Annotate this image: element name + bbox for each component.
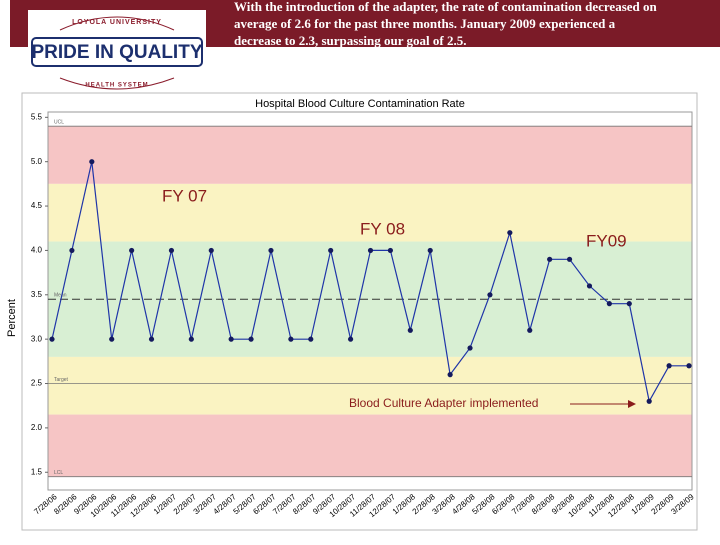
data-point	[407, 327, 413, 333]
data-point	[208, 247, 214, 254]
data-point	[626, 301, 632, 307]
y-tick-label: 3.5	[31, 290, 43, 299]
data-point	[168, 247, 175, 254]
logo-top: LOYOLA UNIVERSITY	[72, 19, 162, 26]
data-point	[507, 230, 513, 236]
zone-band	[48, 241, 692, 357]
data-point	[347, 336, 354, 342]
data-point	[387, 247, 394, 254]
data-point	[248, 336, 254, 342]
data-point	[606, 301, 612, 307]
data-point	[188, 336, 194, 342]
y-tick-label: 5.0	[31, 157, 43, 166]
fiscal-year-label: FY09	[586, 231, 627, 250]
y-tick-label: 2.0	[31, 423, 43, 432]
data-point	[367, 247, 374, 254]
fiscal-year-label: FY 08	[360, 219, 405, 238]
data-point	[547, 256, 553, 262]
data-point	[686, 363, 692, 369]
arrow-head	[628, 400, 636, 408]
y-tick-label: 3.0	[31, 334, 43, 343]
y-tick-label: 2.5	[31, 379, 43, 388]
logo-arc	[59, 77, 175, 90]
chart-title: Hospital Blood Culture Contamination Rat…	[255, 98, 465, 110]
zone-band	[48, 414, 692, 477]
logo-arc	[59, 16, 175, 31]
data-point	[288, 336, 294, 342]
reference-label: Target	[54, 377, 69, 383]
fiscal-year-label: FY 07	[162, 186, 207, 205]
y-tick-label: 4.0	[31, 246, 43, 255]
y-tick-label: 1.5	[31, 467, 43, 476]
zone-band	[48, 356, 692, 415]
data-point	[447, 372, 453, 378]
data-point	[49, 336, 55, 342]
data-point	[148, 336, 155, 342]
data-point	[527, 327, 533, 333]
data-point	[487, 292, 493, 298]
zone-band	[48, 126, 692, 184]
annotation: Blood Culture Adapter implemented	[349, 396, 538, 410]
logo-bottom: HEALTH SYSTEM	[85, 83, 148, 89]
zone-band	[48, 183, 692, 242]
data-point	[427, 247, 433, 254]
reference-label: UCL	[54, 120, 64, 126]
data-point	[646, 398, 652, 404]
data-point	[228, 336, 234, 342]
y-tick-label: 5.5	[31, 112, 43, 121]
logo-box	[31, 37, 203, 67]
banner-line: With the introduction of the adapter, th…	[234, 0, 657, 14]
data-point	[586, 283, 593, 289]
data-point	[268, 247, 274, 254]
data-point	[666, 363, 672, 369]
y-axis-label: Percent	[6, 299, 18, 337]
reference-label: LCL	[54, 470, 63, 476]
plot-frame	[47, 111, 693, 491]
data-point	[69, 247, 75, 254]
banner-line: decrease to 2.3, surpassing our goal of …	[234, 33, 466, 48]
data-point	[566, 256, 573, 262]
data-point	[467, 345, 473, 351]
data-point	[129, 247, 135, 254]
data-point	[89, 159, 95, 165]
data-point	[109, 336, 115, 342]
data-point	[308, 336, 314, 342]
logo-main: PRIDE IN QUALITY	[31, 42, 202, 63]
data-point	[328, 247, 334, 254]
banner-line: average of 2.6 for the past three months…	[234, 16, 616, 31]
y-tick-label: 4.5	[31, 201, 43, 210]
reference-label: Mean	[54, 293, 67, 299]
